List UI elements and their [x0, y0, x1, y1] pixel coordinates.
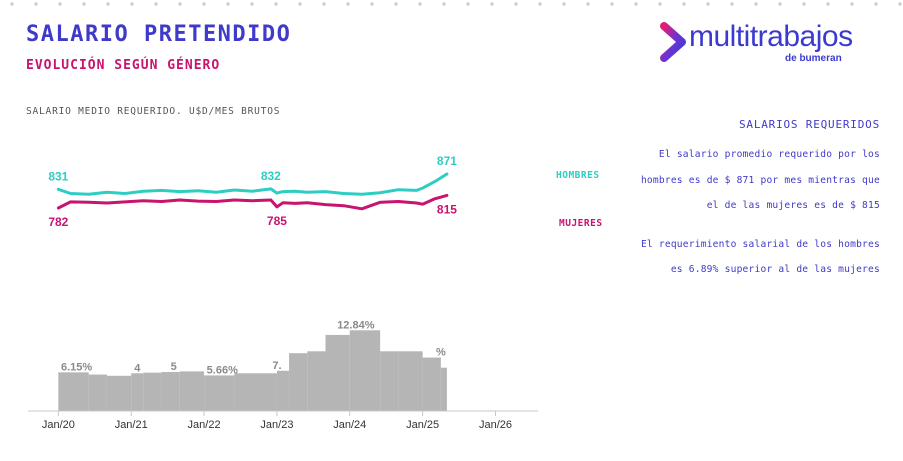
gap-bar-10 [289, 353, 308, 411]
gap-bar-1 [88, 374, 107, 411]
x-tick-label-2: Jan/22 [188, 419, 221, 431]
line-data-label-3: 785 [267, 214, 287, 228]
x-tick-label-6: Jan/26 [479, 419, 512, 431]
line-data-label-1: 782 [48, 215, 68, 229]
brand-logo: multitrabajos de bumeran [656, 16, 896, 66]
line-data-label-0: 831 [48, 169, 68, 183]
x-axis: Jan/20 Jan/21 Jan/22 Jan/23 Jan/24 Jan/25 Jan/… [28, 410, 538, 431]
gap-bar-15 [398, 351, 423, 411]
unit-label: SALARIO MEDIO REQUERIDO. U$D/MES BRUTOS [26, 106, 281, 117]
salary-chart: 6.15% 4 5 5.66% 7. 12.84%% 831 782 832 785 871 815… [28, 154, 538, 431]
logo-tagline: de bumeran [785, 53, 842, 64]
gap-bar-0 [58, 372, 89, 411]
panel-title: SALARIOS REQUERIDOS [738, 118, 880, 131]
gap-bar-14 [380, 351, 399, 411]
top-dotted-border [0, 0, 903, 8]
bar-data-label-4: 7. [272, 360, 281, 372]
gap-bar-3 [131, 373, 144, 411]
bar-data-label-2: 5 [171, 361, 177, 373]
panel-paragraph-1: El salario promedio requerido por los ho… [640, 149, 880, 211]
legend-item-mujeres: MUJERES [559, 218, 603, 229]
x-tick-label-4: Jan/24 [333, 419, 366, 431]
gap-bars: 6.15% 4 5 5.66% 7. 12.84%% [58, 319, 447, 411]
series-line-hombres [56, 172, 449, 196]
x-tick-label-5: Jan/25 [406, 419, 439, 431]
gap-bar-9 [276, 370, 290, 411]
line-data-label-2: 832 [261, 169, 281, 183]
page-title: SALARIO PRETENDIDO [26, 22, 292, 47]
page-subtitle: EVOLUCIÓN SEGÚN GÉNERO [26, 58, 221, 73]
x-tick-label-1: Jan/21 [115, 419, 148, 431]
logo-chevron-icon [660, 22, 686, 62]
logo-wordmark: multitrabajos [689, 20, 853, 53]
gap-bar-13 [349, 330, 381, 411]
gap-bar-8 [234, 373, 277, 411]
line-data-label-4: 871 [437, 154, 457, 168]
gap-bar-2 [106, 375, 132, 411]
series-line-mujeres [56, 193, 449, 211]
salary-lines: 831 782 832 785 871 815 [48, 154, 457, 229]
panel-paragraph-2: El requerimiento salarial de los hombres… [640, 238, 880, 276]
gap-bar-7 [204, 375, 235, 411]
legend-item-hombres: HOMBRES [556, 170, 600, 181]
gap-bar-6 [179, 371, 205, 411]
x-tick-label-3: Jan/23 [260, 419, 293, 431]
bar-data-label-1: 4 [134, 362, 141, 374]
gap-bar-4 [143, 372, 162, 411]
gap-bar-16 [422, 357, 441, 411]
gap-bar-17 [440, 367, 447, 411]
bar-data-label-5: 12.84% [337, 319, 375, 331]
summary-panel: SALARIOS REQUERIDOS El salario promedio … [640, 118, 880, 283]
bar-data-label-0: 6.15% [61, 361, 92, 373]
bar-data-label-3: 5.66% [207, 364, 238, 376]
bar-data-label-6: % [436, 347, 446, 359]
gap-bar-11 [307, 351, 326, 411]
gap-bar-12 [325, 334, 350, 411]
line-data-label-5: 815 [437, 202, 457, 216]
gap-bar-5 [161, 372, 180, 411]
x-tick-label-0: Jan/20 [42, 419, 75, 431]
